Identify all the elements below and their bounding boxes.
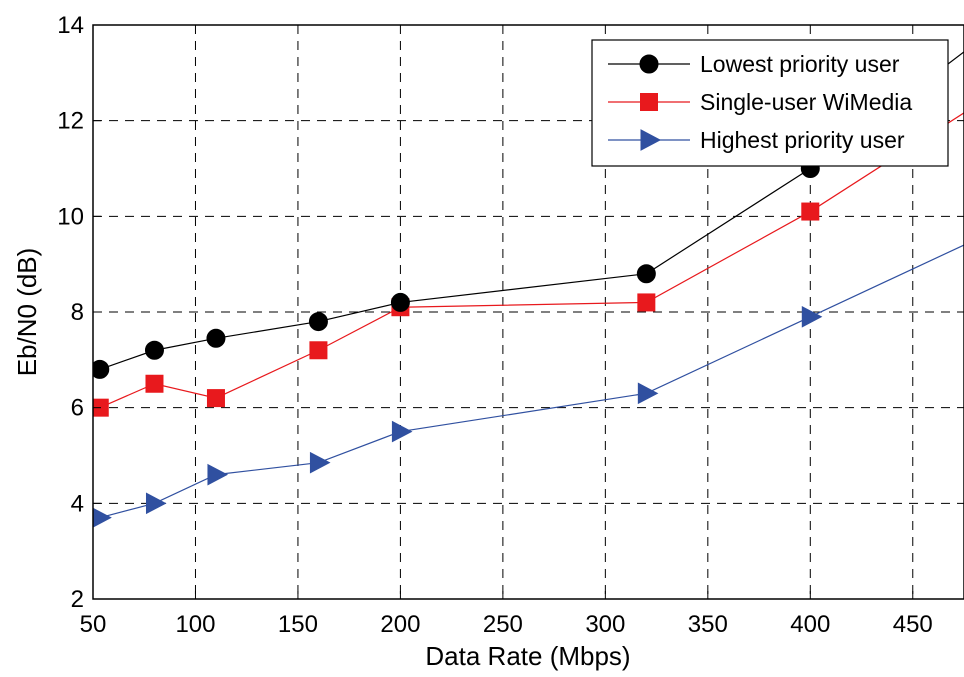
data-point (309, 451, 331, 474)
y-tick-label: 6 (71, 395, 84, 422)
legend-label: Lowest priority user (700, 51, 900, 77)
legend-marker (640, 129, 662, 151)
series-line (99, 51, 964, 370)
x-tick-label: 200 (380, 611, 420, 638)
series-line (99, 244, 964, 519)
y-tick-label: 12 (57, 108, 84, 135)
legend: Lowest priority user Single-user WiMedia H… (591, 39, 949, 167)
x-tick-label: 350 (688, 611, 728, 638)
x-tick-label: 300 (585, 611, 625, 638)
legend-item: Highest priority user (608, 127, 905, 153)
x-tick-label: 150 (278, 611, 318, 638)
data-point (390, 292, 410, 312)
legend-item: Lowest priority user (608, 51, 900, 77)
y-tick-label: 8 (71, 299, 84, 326)
data-point (637, 293, 656, 312)
data-point (207, 463, 229, 486)
x-tick-label: 400 (790, 611, 830, 638)
y-tick-label: 10 (57, 203, 84, 230)
data-point (93, 359, 110, 379)
series-square (93, 112, 964, 417)
data-point (145, 374, 164, 393)
data-point (206, 328, 226, 348)
data-point (637, 382, 659, 405)
y-tick-label: 14 (57, 12, 84, 39)
legend-item: Single-user WiMedia (608, 89, 912, 115)
data-point (391, 420, 413, 443)
data-point (636, 264, 656, 284)
data-point (206, 389, 225, 408)
y-axis-ticks: 2 4 6 8 10 12 14 (57, 12, 101, 613)
x-axis-ticks: 50 100 150 200 250 300 350 400 450 (80, 591, 933, 638)
legend-marker (640, 93, 658, 111)
legend-label: Single-user WiMedia (700, 89, 912, 115)
x-axis-label: Data Rate (Mbps) (425, 641, 630, 671)
legend-label: Highest priority user (700, 127, 905, 153)
data-point (309, 341, 328, 360)
series-triangle-right (93, 244, 964, 528)
y-tick-label: 4 (71, 490, 84, 517)
x-tick-label: 100 (175, 611, 215, 638)
data-point (801, 202, 820, 221)
data-point (801, 305, 823, 328)
series-line (99, 112, 964, 409)
x-tick-label: 50 (80, 611, 107, 638)
data-point (144, 340, 164, 360)
plot-series (93, 51, 964, 528)
x-tick-label: 250 (483, 611, 523, 638)
y-axis-label: Eb/N0 (dB) (12, 248, 42, 377)
x-tick-label: 450 (893, 611, 933, 638)
data-point (308, 312, 328, 332)
legend-marker (639, 54, 659, 74)
y-tick-label: 2 (71, 586, 84, 613)
data-point (145, 492, 167, 515)
data-point (93, 507, 112, 528)
